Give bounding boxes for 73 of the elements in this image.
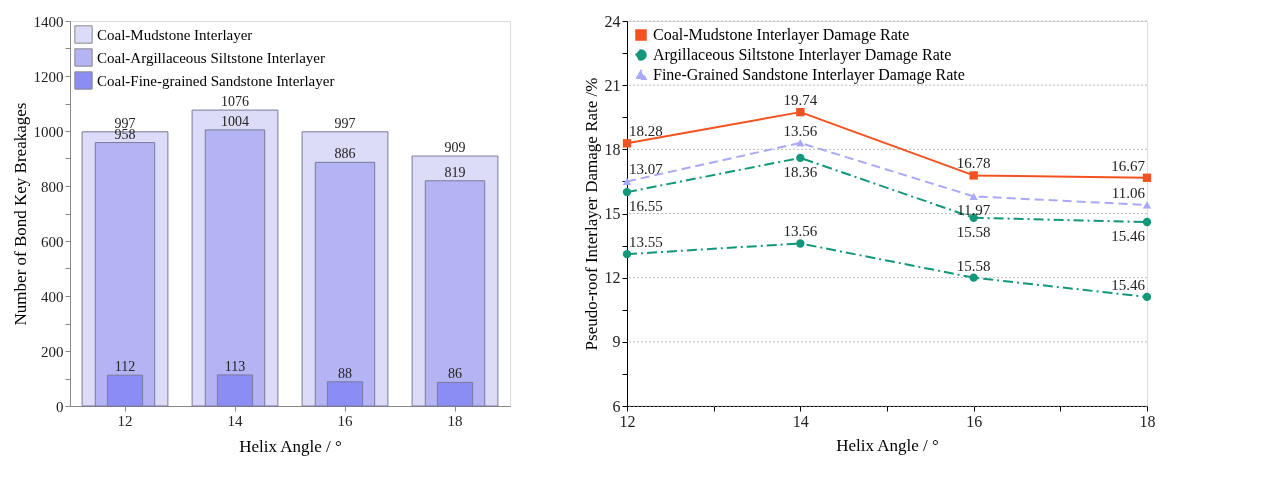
legend-label: Fine-Grained Sandstone Interlayer Damage Rate <box>653 66 965 84</box>
point <box>622 249 632 259</box>
y-tick-label: 1000 <box>33 123 64 140</box>
annotation: 11.06 <box>1111 184 1146 201</box>
point <box>796 239 805 248</box>
y-tick-label: 21 <box>604 76 621 94</box>
y-tick-label: 400 <box>41 288 64 305</box>
annotation: 15.58 <box>956 223 991 240</box>
annotation: 13.07 <box>629 161 664 178</box>
y-axis-title: Number of Bond Key Breakages <box>10 102 30 326</box>
y-tick-label: 800 <box>41 178 64 195</box>
annotation: 15.58 <box>956 257 991 274</box>
point <box>969 171 978 180</box>
point <box>622 139 632 148</box>
point <box>796 107 805 117</box>
x-tick-label: 14 <box>227 412 243 429</box>
data-label: 997 <box>334 115 356 131</box>
data-label: 819 <box>444 164 466 180</box>
x-axis-title: Helix Angle / ° <box>836 435 939 455</box>
legend-label: Coal-Fine-grained Sandstone Interlayer <box>97 72 335 89</box>
y-tick-label: 0 <box>56 398 64 415</box>
point <box>622 177 632 186</box>
x-tick-label: 16 <box>966 412 983 430</box>
point <box>1142 201 1152 209</box>
point <box>1142 292 1152 302</box>
x-tick-label: 14 <box>792 412 809 430</box>
annotation: 15.46 <box>1111 276 1146 293</box>
y-tick-label: 12 <box>604 269 621 287</box>
annotation: 13.56 <box>783 122 818 139</box>
point <box>969 273 978 282</box>
legend-label: Argillaceous Siltstone Interlayer Damage Rate <box>653 46 952 64</box>
y-tick-label: 200 <box>41 343 64 360</box>
y-tick-label: 6 <box>612 397 621 415</box>
data-label: 112 <box>114 359 136 375</box>
x-tick-label: 18 <box>447 412 463 429</box>
y-tick-label: 9 <box>612 333 621 351</box>
y-axis-title: Pseudo-roof Interlayer Damage Rate /% <box>581 77 601 351</box>
data-label: 1004 <box>221 113 249 129</box>
point <box>1142 173 1152 182</box>
y-tick-label: 18 <box>604 140 621 158</box>
legend-label: Coal-Mudstone Interlayer Damage Rate <box>653 26 910 44</box>
data-label: 86 <box>448 366 462 382</box>
point <box>622 187 632 197</box>
data-label: 1076 <box>221 94 249 110</box>
point <box>1142 217 1152 227</box>
annotation: 19.74 <box>783 92 818 109</box>
point <box>796 153 805 163</box>
data-label: 113 <box>224 358 246 374</box>
legend-label: Coal-Mudstone Interlayer <box>97 26 253 43</box>
y-tick-label: 1400 <box>33 13 64 30</box>
annotation: 16.67 <box>1111 157 1146 174</box>
data-label: 886 <box>334 146 356 162</box>
x-axis-title: Helix Angle / ° <box>239 436 342 456</box>
data-label: 88 <box>338 365 352 381</box>
y-tick-label: 24 <box>604 12 621 30</box>
annotation: 18.28 <box>629 123 663 140</box>
annotation: 16.78 <box>956 155 991 172</box>
data-label: 909 <box>444 140 466 156</box>
x-tick-label: 12 <box>117 412 133 429</box>
y-tick-label: 600 <box>41 233 64 250</box>
y-tick-label: 15 <box>604 205 621 222</box>
annotation: 13.56 <box>783 223 818 240</box>
x-tick-label: 16 <box>337 412 353 429</box>
x-tick-label: 18 <box>1139 412 1156 430</box>
annotation: 18.36 <box>783 163 818 180</box>
point <box>969 192 978 201</box>
legend-label: Coal-Argillaceous Siltstone Interlayer <box>97 49 325 66</box>
annotation: 15.46 <box>1111 228 1146 245</box>
annotation: 11.97 <box>957 202 991 219</box>
point <box>796 139 805 147</box>
annotation: 16.55 <box>629 198 663 215</box>
y-tick-label: 1200 <box>33 68 64 85</box>
annotation: 13.55 <box>629 234 663 251</box>
